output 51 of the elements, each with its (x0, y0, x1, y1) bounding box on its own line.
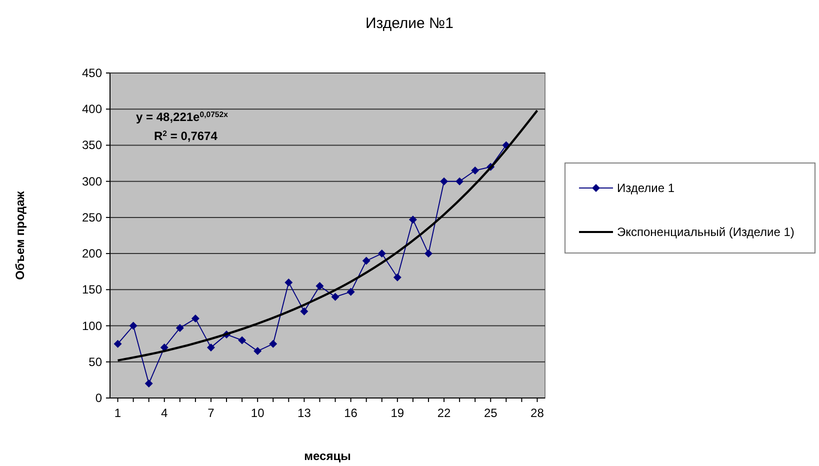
point (206, 343, 215, 352)
point (129, 322, 138, 330)
x-tick-label: 4 (161, 406, 168, 420)
x-tick-label: 13 (298, 406, 312, 420)
point (393, 273, 402, 282)
point (114, 340, 122, 348)
point (331, 292, 340, 301)
y-tick-label: 300 (82, 174, 102, 188)
annotation: y = 48,221e$^{0,0752x}$ (136, 110, 229, 124)
point (238, 336, 246, 344)
x-tick-label: 25 (484, 406, 498, 420)
point (346, 288, 355, 296)
line-series (116, 109, 538, 362)
y-tick-label: 100 (82, 318, 102, 333)
y-tick-label: 250 (82, 210, 102, 224)
y-tick-label: 50 (88, 354, 102, 369)
y-tick-label: 350 (82, 138, 102, 152)
y-tick-label: 200 (82, 246, 102, 261)
x-tick-label: 10 (250, 406, 265, 420)
x-tick-label: 28 (530, 406, 544, 420)
x-axis-title: месяцы (304, 449, 351, 463)
annotation: R$^{2}$ = 0,7674 (154, 128, 218, 143)
legend-label: Экспоненциальный (Изделие 1) (617, 225, 794, 239)
legend-label: Изделие 1 (617, 181, 675, 195)
y-axis-title: Объем продаж (13, 190, 27, 280)
point (471, 166, 480, 174)
x-tick-label: 16 (344, 406, 358, 420)
y-tick-label: 150 (82, 282, 102, 297)
point (144, 380, 153, 388)
point (176, 324, 184, 332)
x-tick-label: 7 (208, 406, 215, 420)
y-tick-label: 450 (82, 66, 102, 80)
point (284, 278, 293, 286)
x-tick-label: 19 (390, 406, 404, 420)
point (378, 250, 386, 258)
point (456, 177, 464, 186)
point (408, 216, 417, 224)
point (316, 282, 324, 290)
point (269, 340, 278, 348)
y-tick-label: 400 (82, 102, 102, 116)
point (300, 307, 308, 316)
point (424, 250, 432, 258)
point (160, 343, 168, 352)
point (191, 314, 200, 323)
point (362, 256, 370, 265)
point (254, 347, 262, 356)
point (440, 177, 448, 186)
x-tick-label: 1 (114, 406, 122, 420)
chart-title: Изделие №1 (365, 15, 454, 32)
x-tick-label: 22 (437, 406, 452, 420)
y-tick-label: 0 (95, 391, 102, 405)
